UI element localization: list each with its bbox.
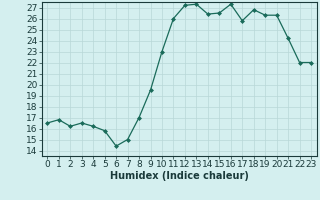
X-axis label: Humidex (Indice chaleur): Humidex (Indice chaleur): [110, 171, 249, 181]
